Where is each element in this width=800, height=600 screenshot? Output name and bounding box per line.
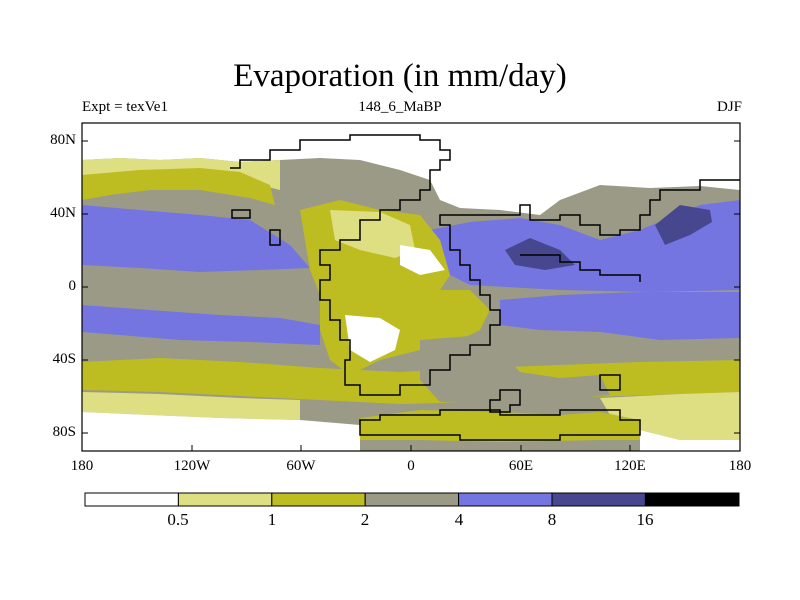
colorbar-box-7 <box>644 492 740 507</box>
colorbar-box-2 <box>177 492 273 507</box>
y-ticks <box>82 140 740 434</box>
colorbar-label: 2 <box>360 510 370 529</box>
x-tick-label: 120E <box>614 458 646 474</box>
south-indo-high <box>500 292 740 340</box>
south-pacific-high <box>82 305 320 345</box>
gondwana-east-gray <box>420 336 610 405</box>
pangea-north-pale <box>330 210 415 258</box>
y-tick-label: 40S <box>52 351 76 367</box>
colorbar-label: 8 <box>547 510 557 529</box>
kuroshio-max <box>655 205 712 245</box>
experiment-label: Expt = texVe1 <box>82 99 168 115</box>
y-tick-label: 80N <box>50 132 76 148</box>
island-coastline-1 <box>489 389 521 413</box>
colorbar-box-6 <box>551 492 646 507</box>
pangea-south-arid <box>345 315 400 362</box>
coastlines <box>230 134 740 441</box>
tethys-coastline <box>520 254 641 282</box>
antarctic-coastline <box>359 409 641 441</box>
colorbar-label: 4 <box>454 510 464 529</box>
south-pale-band-west <box>82 392 300 420</box>
north-pacific-high <box>82 205 310 272</box>
arctic-low-zone <box>82 123 740 215</box>
pangea-north-arid <box>400 245 445 275</box>
island-coastline-3 <box>231 209 251 219</box>
map-title: Evaporation (in mm/day) <box>233 58 567 94</box>
x-tick-label: 120W <box>173 458 211 474</box>
island-coastline-2 <box>599 374 621 391</box>
x-tick-label: 60E <box>508 458 534 474</box>
colorbar-box-1 <box>84 492 179 507</box>
tethys-max <box>505 238 575 270</box>
antarctic-olive-patch <box>360 410 640 442</box>
evaporation-field <box>82 123 740 451</box>
colorbar-box-4 <box>364 492 460 507</box>
x-tick-label: 180 <box>70 458 94 474</box>
colorbar <box>84 492 740 507</box>
x-tick-label: 0 <box>407 458 415 474</box>
colorbar-label: 0.5 <box>167 510 189 529</box>
season-label: DJF <box>716 99 742 115</box>
colorbar-label: 1 <box>267 510 277 529</box>
antarctic-low-east <box>640 430 740 451</box>
y-tick-label: 0 <box>68 278 77 294</box>
colorbar-label: 16 <box>636 510 654 529</box>
time-label: 148_6_MaBP <box>358 99 442 115</box>
x-ticks <box>81 445 741 451</box>
pangea-coastline-north <box>230 134 740 396</box>
north-olive-band <box>82 168 275 205</box>
colorbar-box-3 <box>271 492 366 507</box>
antarctic-low-west <box>82 412 360 451</box>
x-tick-label: 60W <box>286 458 316 474</box>
x-tick-label: 180 <box>728 458 752 474</box>
y-tick-label: 80S <box>52 424 76 440</box>
island-coastline-4 <box>269 229 281 246</box>
y-tick-label: 40N <box>50 205 76 221</box>
colorbar-box-5 <box>458 492 553 507</box>
south-pale-band-east <box>600 392 740 440</box>
